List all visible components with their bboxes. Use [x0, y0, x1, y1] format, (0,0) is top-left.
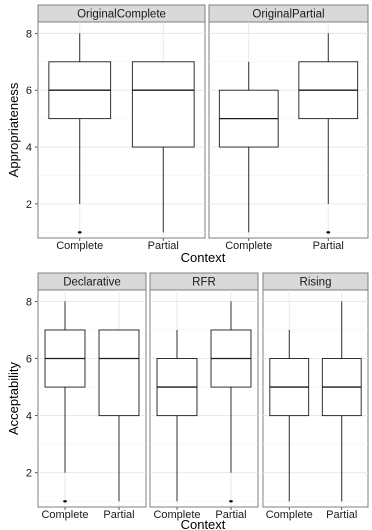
box-complete	[269, 329, 310, 502]
facet-panel-2: RFR Complete Partial	[149, 272, 259, 521]
y-axis-title: Acceptability	[6, 362, 21, 435]
x-axis-title: Context	[181, 250, 226, 265]
x-axis-title: Context	[181, 517, 226, 530]
y-axis-title: Appropriateness	[6, 82, 21, 177]
facet-panel-3: Rising Complete Partial	[262, 272, 369, 521]
chart-1: Appropriateness2468ContextOriginalComple…	[6, 4, 369, 265]
facet-strip-label: OriginalComplete	[77, 9, 166, 21]
outlier-point	[326, 231, 331, 234]
chart-2: Acceptability 2 4 6 8 Context Declarative Compl…	[6, 272, 369, 530]
x-tick-label: Partial	[215, 509, 246, 521]
box-complete	[156, 329, 198, 502]
facet-strip-label: RFR	[192, 277, 216, 289]
box-partial	[210, 301, 252, 503]
x-tick-label: Complete	[41, 509, 88, 521]
y-tick-label: 8	[26, 296, 32, 308]
box-complete	[218, 61, 279, 233]
iqr-box	[131, 61, 195, 148]
x-tick-label: Partial	[326, 509, 357, 521]
facet-panel-1: OriginalComplete Complete Partial	[37, 4, 206, 252]
box-partial	[131, 61, 195, 233]
y-tick-label: 4	[26, 411, 32, 423]
box-complete	[48, 33, 112, 234]
x-tick-label: Complete	[266, 509, 313, 521]
facet-strip-label: Declarative	[63, 277, 121, 289]
y-tick-label: 6	[26, 354, 32, 366]
x-tick-label: Complete	[56, 240, 103, 252]
x-tick-label: Complete	[153, 509, 200, 521]
box-partial	[98, 329, 140, 502]
facet-strip-label: Rising	[300, 277, 332, 289]
x-tick-label: Complete	[225, 240, 272, 252]
outlier-point	[229, 500, 233, 503]
box-complete	[44, 301, 86, 503]
y-tick-label: 2	[26, 468, 32, 480]
box-partial	[321, 301, 362, 502]
y-tick-label: 2	[26, 199, 32, 211]
x-tick-label: Partial	[148, 240, 179, 252]
box-partial	[298, 33, 359, 234]
y-tick-label: 6	[26, 85, 32, 97]
outlier-point	[77, 231, 82, 234]
facet-panel-2: OriginalPartial Complete Partial	[208, 4, 369, 252]
facet-strip-label: OriginalPartial	[252, 9, 324, 21]
outlier-point	[63, 500, 67, 503]
x-tick-label: Partial	[313, 240, 344, 252]
facet-panel-1: Declarative Complete Partial	[37, 272, 147, 521]
x-tick-label: Partial	[103, 509, 134, 521]
y-tick-label: 4	[26, 142, 32, 154]
y-tick-label: 8	[26, 28, 32, 40]
iqr-box	[98, 329, 140, 417]
